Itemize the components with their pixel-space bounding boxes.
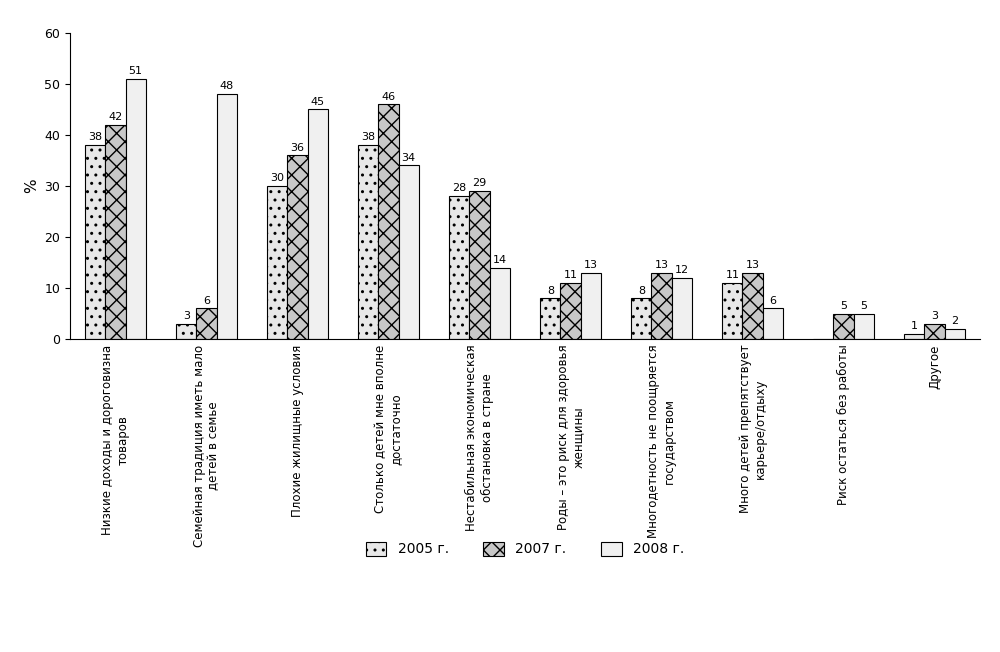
Text: 8: 8 xyxy=(638,286,645,295)
Bar xyxy=(449,196,469,339)
Bar xyxy=(267,186,287,339)
Bar xyxy=(742,273,763,339)
Y-axis label: %: % xyxy=(24,179,39,193)
Bar xyxy=(85,145,105,339)
Text: 48: 48 xyxy=(219,82,234,91)
Text: 13: 13 xyxy=(746,260,760,270)
Bar xyxy=(763,308,783,339)
Bar xyxy=(378,104,399,339)
Text: 13: 13 xyxy=(654,260,668,270)
Text: 29: 29 xyxy=(472,179,487,188)
Text: 30: 30 xyxy=(270,173,284,183)
Bar xyxy=(399,166,419,339)
Text: 2: 2 xyxy=(951,316,958,326)
Text: 6: 6 xyxy=(203,296,210,306)
Bar xyxy=(631,298,651,339)
Text: 45: 45 xyxy=(310,96,325,107)
Bar xyxy=(308,109,328,339)
Text: 42: 42 xyxy=(108,112,123,122)
Text: 5: 5 xyxy=(860,301,867,311)
Bar xyxy=(581,273,601,339)
Text: 36: 36 xyxy=(290,143,304,153)
Text: 3: 3 xyxy=(931,311,938,321)
Bar xyxy=(469,191,490,339)
Bar xyxy=(540,298,560,339)
Text: 28: 28 xyxy=(452,183,467,194)
Text: 14: 14 xyxy=(492,255,507,265)
Bar xyxy=(833,314,854,339)
Bar xyxy=(904,334,924,339)
Text: 3: 3 xyxy=(183,311,190,321)
Bar xyxy=(560,283,581,339)
Text: 51: 51 xyxy=(129,66,143,76)
Text: 5: 5 xyxy=(840,301,847,311)
Bar xyxy=(651,273,672,339)
Bar xyxy=(358,145,378,339)
Text: 8: 8 xyxy=(547,286,554,295)
Bar xyxy=(196,308,217,339)
Bar xyxy=(217,94,237,339)
Text: 38: 38 xyxy=(88,132,103,142)
Text: 46: 46 xyxy=(381,91,396,102)
Text: 11: 11 xyxy=(564,271,578,280)
Bar xyxy=(924,324,945,339)
Text: 38: 38 xyxy=(361,132,376,142)
Bar xyxy=(672,278,692,339)
Text: 1: 1 xyxy=(911,321,918,331)
Legend: 2005 г., 2007 г., 2008 г.: 2005 г., 2007 г., 2008 г. xyxy=(360,536,690,562)
Text: 6: 6 xyxy=(769,296,776,306)
Bar xyxy=(722,283,742,339)
Bar xyxy=(854,314,874,339)
Bar xyxy=(490,267,510,339)
Bar xyxy=(287,155,308,339)
Bar xyxy=(945,329,965,339)
Bar xyxy=(105,125,126,339)
Bar xyxy=(176,324,196,339)
Text: 34: 34 xyxy=(401,153,416,163)
Text: 11: 11 xyxy=(725,271,739,280)
Text: 13: 13 xyxy=(584,260,598,270)
Bar xyxy=(126,79,146,339)
Text: 12: 12 xyxy=(674,265,689,275)
